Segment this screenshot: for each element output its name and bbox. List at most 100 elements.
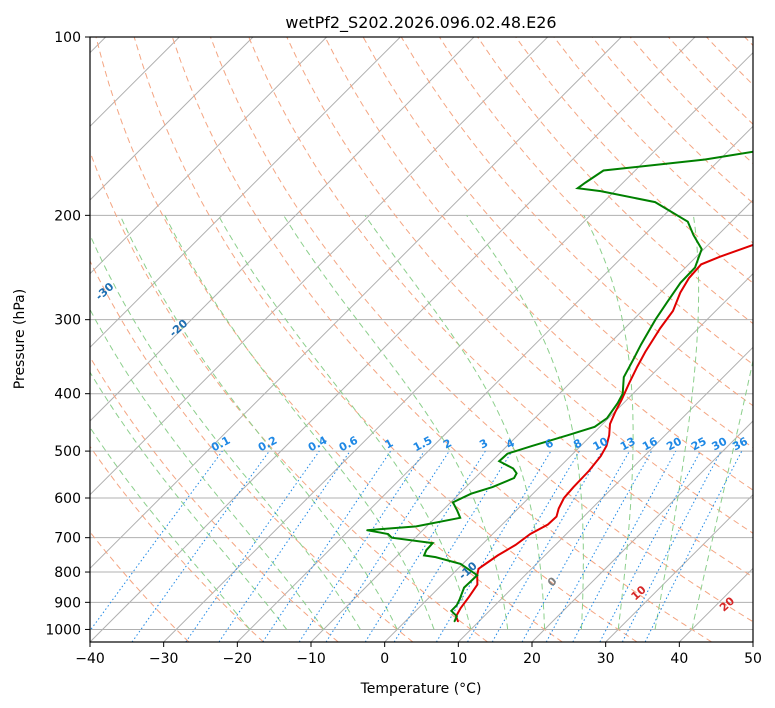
- dewpoint-data-point: [577, 187, 579, 189]
- mixing-ratio-line: [364, 450, 486, 642]
- x-tick-label: −40: [75, 651, 105, 667]
- moist-adiabat-line: [90, 308, 324, 630]
- temperature-data-point: [719, 256, 721, 258]
- dewpoint-data-point: [450, 610, 452, 612]
- dewpoint-data-point: [453, 621, 455, 623]
- dry-adiabat-line: [515, 37, 753, 284]
- temperature-data-point: [468, 596, 470, 598]
- y-tick-label: 700: [54, 531, 81, 547]
- dewpoint-data-point: [459, 517, 461, 519]
- dewpoint-data-point: [491, 486, 494, 488]
- chart-title: wetPf2_S202.2026.096.02.48.E26: [285, 13, 556, 33]
- mixing-ratio-label: 20: [664, 435, 684, 454]
- dewpoint-data-point: [666, 301, 668, 303]
- temperature-data-point: [529, 533, 531, 535]
- y-tick-label: 800: [54, 565, 81, 581]
- x-axis-title: Temperature (°C): [360, 681, 482, 697]
- isotherm-line: [90, 37, 475, 422]
- dry-adiabat-label: 10: [629, 583, 649, 603]
- moist-adiabat-line: [90, 233, 361, 630]
- y-tick-label: 500: [54, 444, 81, 460]
- mixing-ratio-line: [90, 450, 223, 632]
- dewpoint-data-point: [456, 615, 458, 617]
- mixing-ratio-label: 36: [730, 435, 750, 454]
- mixing-ratio-label: 4: [504, 436, 517, 451]
- dry-adiabat-line: [668, 37, 753, 125]
- dewpoint-data-point: [460, 563, 462, 565]
- isotherm-line: [457, 346, 753, 642]
- dewpoint-data-point: [687, 221, 689, 223]
- isotherm-line: [90, 37, 696, 642]
- dewpoint-data-point: [476, 574, 478, 576]
- dry-adiabat-line: [133, 37, 638, 642]
- dry-adiabat-line: [286, 37, 753, 534]
- temperature-data-point: [457, 621, 459, 623]
- dewpoint-data-point: [622, 393, 624, 395]
- temperature-data-point: [482, 564, 484, 567]
- temperature-data-point: [628, 383, 630, 385]
- dry-adiabat-line: [95, 37, 563, 642]
- dewpoint-data-point: [387, 533, 389, 535]
- moist-adiabat-line: [164, 215, 435, 630]
- y-tick-label: 600: [54, 491, 81, 507]
- dewpoint-data-point: [498, 460, 500, 462]
- y-tick-label: 300: [54, 313, 81, 329]
- moist-adiabat-line: [217, 215, 472, 630]
- dry-adiabat-line: [553, 37, 753, 244]
- dry-adiabat-label: 0: [545, 574, 560, 589]
- dewpoint-data-point: [456, 510, 458, 512]
- dewpoint-data-point: [764, 149, 765, 150]
- isotherm-line: [163, 51, 753, 642]
- dewpoint-data-point: [694, 267, 696, 269]
- dewpoint-data-point: [654, 319, 657, 321]
- moist-adiabat-line: [654, 215, 700, 630]
- y-tick-label: 400: [54, 387, 81, 403]
- temperature-data-point: [558, 507, 560, 510]
- dewpoint-data-point: [461, 593, 463, 595]
- isotherm-line: [90, 37, 401, 349]
- x-tick-label: −10: [296, 651, 326, 667]
- mixing-ratio-line: [393, 450, 513, 642]
- isotherm-line: [90, 37, 549, 496]
- temperature-data-point: [614, 411, 616, 413]
- background-lines: [90, 37, 753, 642]
- plot-frame: [89, 36, 754, 643]
- temperature-data-point: [476, 584, 478, 586]
- dewpoint-data-point: [640, 343, 642, 345]
- mixing-ratio-line: [572, 450, 677, 642]
- y-tick-label: 900: [54, 595, 81, 611]
- temperature-profile-line: [455, 243, 753, 622]
- dry-adiabat-line: [90, 531, 190, 642]
- mixing-ratio-line: [218, 450, 351, 642]
- dewpoint-data-point: [432, 542, 434, 544]
- temperature-data-point: [460, 607, 462, 609]
- line-labels: 0.1 0.2 0.4 0.6 1 1.5 2 3 4 6 8 10 13 16 20 25 30 36-30-2…: [93, 280, 750, 615]
- dewpoint-data-point: [617, 402, 619, 404]
- dewpoint-data-point: [391, 537, 393, 539]
- dewpoint-data-point: [602, 169, 605, 172]
- axes: −40 −30 −20 −10 0 10 20 30 40 5010020030040050060…: [45, 30, 762, 667]
- mixing-ratio-label: 10: [591, 435, 611, 454]
- dry-adiabat-line: [210, 37, 753, 623]
- dry-adiabat-line: [90, 150, 488, 642]
- moist-adiabat-line: [119, 215, 398, 630]
- dewpoint-data-point: [435, 556, 437, 558]
- mixing-ratio-label: 3: [477, 436, 490, 451]
- dry-adiabat-line: [90, 356, 339, 642]
- dewpoint-data-point: [531, 445, 533, 447]
- dry-adiabat-label: 20: [717, 594, 737, 614]
- dewpoint-data-point: [594, 426, 596, 428]
- x-tick-label: 20: [523, 651, 541, 667]
- moist-adiabat-line: [364, 215, 546, 630]
- dewpoint-data-point: [567, 434, 569, 436]
- temperature-data-point: [588, 470, 590, 472]
- temperature-data-point: [700, 263, 702, 265]
- mixing-ratio-line: [262, 450, 392, 642]
- mixing-ratio-line: [185, 450, 320, 642]
- temperature-data-point: [608, 434, 610, 436]
- dewpoint-data-point: [456, 604, 458, 606]
- temperature-data-point: [672, 310, 674, 312]
- dewpoint-data-point: [585, 181, 587, 184]
- temperature-data-point: [572, 486, 575, 488]
- x-tick-label: 40: [670, 651, 688, 667]
